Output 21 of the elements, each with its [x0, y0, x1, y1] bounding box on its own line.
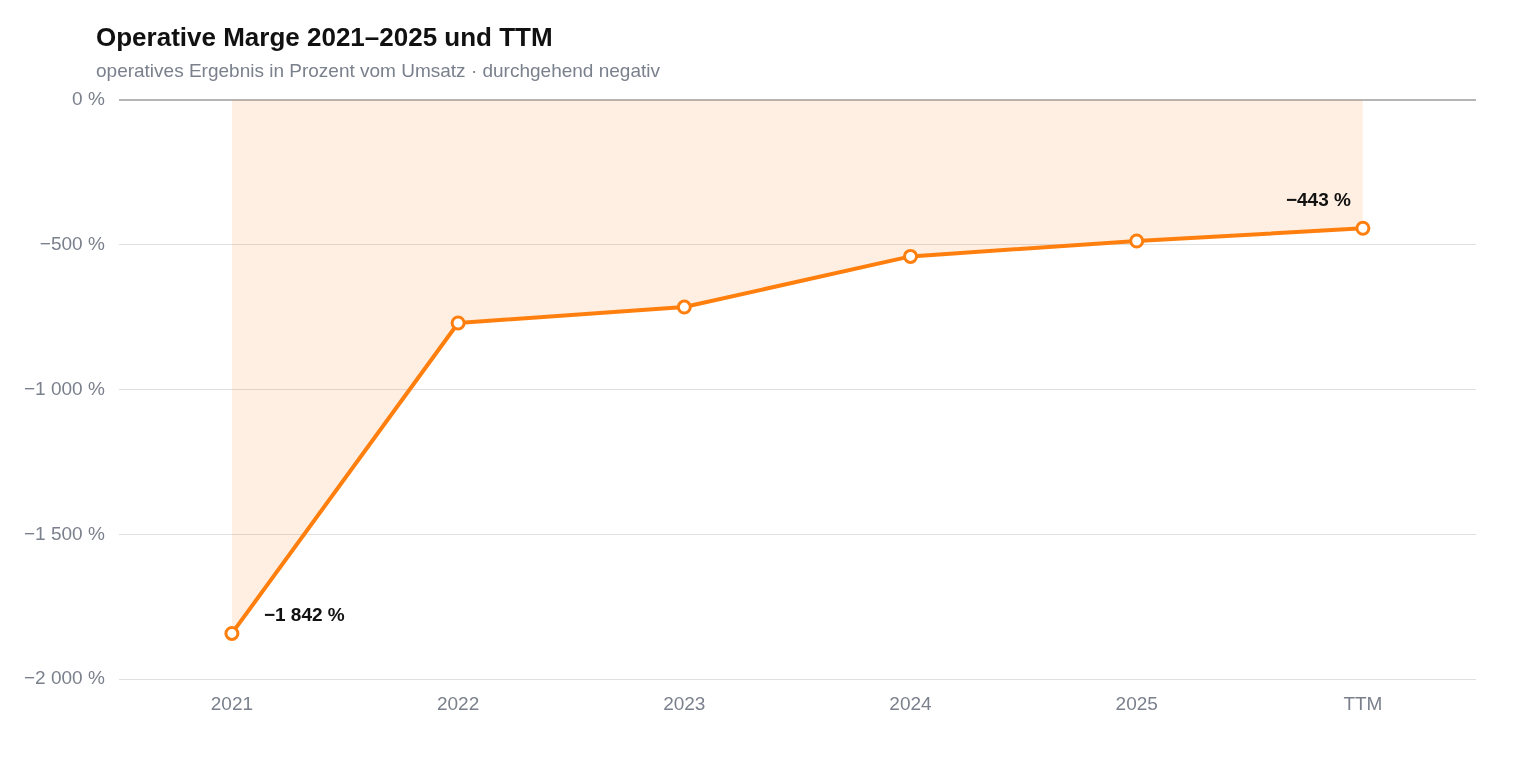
chart-title: Operative Marge 2021–2025 und TTM	[96, 22, 553, 53]
point	[1355, 220, 1371, 236]
point	[450, 315, 466, 331]
data-label: −1 842 %	[263, 604, 345, 626]
y-tick-label: −1 000 %	[23, 377, 105, 399]
point	[224, 625, 240, 641]
y-tick-label: −500 %	[39, 233, 105, 255]
chart-subtitle: operatives Ergebnis in Prozent vom Umsatz · durchgehend negativ	[96, 60, 660, 82]
y-tick-label: 0 %	[72, 88, 105, 110]
x-tick-label: 2024	[889, 692, 933, 714]
x-tick-label: 2021	[210, 692, 254, 714]
x-tick-label: TTM	[1343, 692, 1383, 714]
point	[1129, 233, 1145, 249]
data-label: −443 %	[1285, 189, 1351, 211]
x-tick-label: 2022	[436, 692, 480, 714]
x-tick-label: 2023	[663, 692, 706, 714]
y-tick-label: −1 500 %	[23, 522, 105, 544]
x-tick-label: 2025	[1115, 692, 1158, 714]
y-tick-label: −2 000 %	[23, 667, 105, 689]
point	[903, 248, 919, 264]
point	[676, 299, 692, 315]
